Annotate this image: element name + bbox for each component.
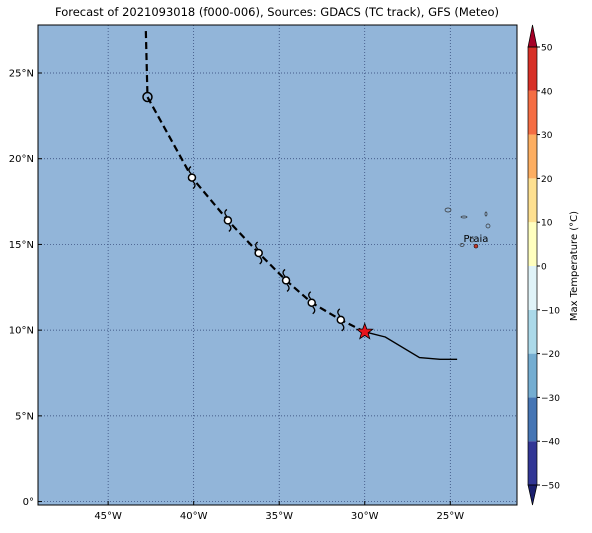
place-dot <box>473 243 479 249</box>
current-position <box>355 322 374 340</box>
x-tick-label: 35°W <box>265 511 293 522</box>
colorbar-segment <box>528 309 537 354</box>
past-track <box>364 331 458 360</box>
x-tick-label: 40°W <box>180 511 208 522</box>
map-background <box>38 25 517 505</box>
colorbar-segment <box>528 353 537 398</box>
colorbar-tick-label: 50 <box>541 44 553 54</box>
island <box>485 223 491 229</box>
place-label: Praia <box>463 234 488 245</box>
colorbar-segment <box>528 441 537 485</box>
colorbar-under <box>527 484 538 506</box>
y-tick-label: 10°N <box>9 326 34 337</box>
islands <box>444 207 491 247</box>
colorbar-tick-label: 30 <box>541 131 553 141</box>
track-point <box>254 248 263 258</box>
y-tick-label: 25°N <box>9 69 34 80</box>
colorbar-tick-label: −40 <box>541 438 560 448</box>
colorbar-segment <box>528 266 537 310</box>
colorbar-tick-label: 40 <box>541 87 553 97</box>
island <box>459 243 465 247</box>
colorbar-segment <box>528 222 537 266</box>
colorbar-tick-label: 0 <box>541 263 547 273</box>
colorbar-segment <box>528 47 537 91</box>
colorbar-tick-label: −30 <box>541 394 560 404</box>
x-tick-label: 30°W <box>351 511 379 522</box>
y-tick-label: 15°N <box>9 240 34 251</box>
colorbar-over <box>527 24 538 48</box>
colorbar-segment <box>528 90 537 135</box>
colorbar-tick-label: 10 <box>541 219 553 229</box>
x-tick-label: 45°W <box>94 511 122 522</box>
colorbar-tick-label: 20 <box>541 175 553 185</box>
colorbar-segment <box>528 178 537 223</box>
track-point <box>142 91 153 103</box>
y-tick-label: 5°N <box>15 411 34 422</box>
island <box>444 207 452 213</box>
island <box>469 237 475 243</box>
y-tick-label: 20°N <box>9 154 34 165</box>
track-point <box>336 315 346 325</box>
colorbar-tick-label: −10 <box>541 306 560 316</box>
colorbar-segment <box>528 397 537 442</box>
storm-symbol <box>337 308 345 332</box>
storm-symbol <box>188 166 196 190</box>
track-point <box>223 216 233 225</box>
storm-symbol <box>308 291 316 315</box>
storm-symbol <box>255 241 263 265</box>
track-point <box>187 173 197 182</box>
chart-title: Forecast of 2021093018 (f000-006), Sourc… <box>55 5 499 19</box>
colorbar-tick-label: −50 <box>541 482 560 492</box>
map-area: 45°W 40°W 35°W 30°W 25°W 0° 5°N 10°N 15°N 20°N 25°… <box>9 24 518 522</box>
colorbar: −50 −40 −30 −20 −10 0 10 20 30 40 50 Max Temperatur… <box>527 24 580 506</box>
island <box>460 215 468 219</box>
track-point <box>281 276 291 285</box>
track-point <box>307 298 316 307</box>
storm-symbol <box>282 268 290 292</box>
colorbar-segment <box>528 134 537 179</box>
map-frame <box>37 24 518 506</box>
x-tick-label: 25°W <box>436 511 464 522</box>
storm-symbol <box>224 208 232 232</box>
colorbar-tick-label: −20 <box>541 350 560 360</box>
y-tick-label: 0° <box>23 497 34 508</box>
island <box>484 211 488 217</box>
colorbar-label: Max Temperature (°C) <box>569 211 580 321</box>
